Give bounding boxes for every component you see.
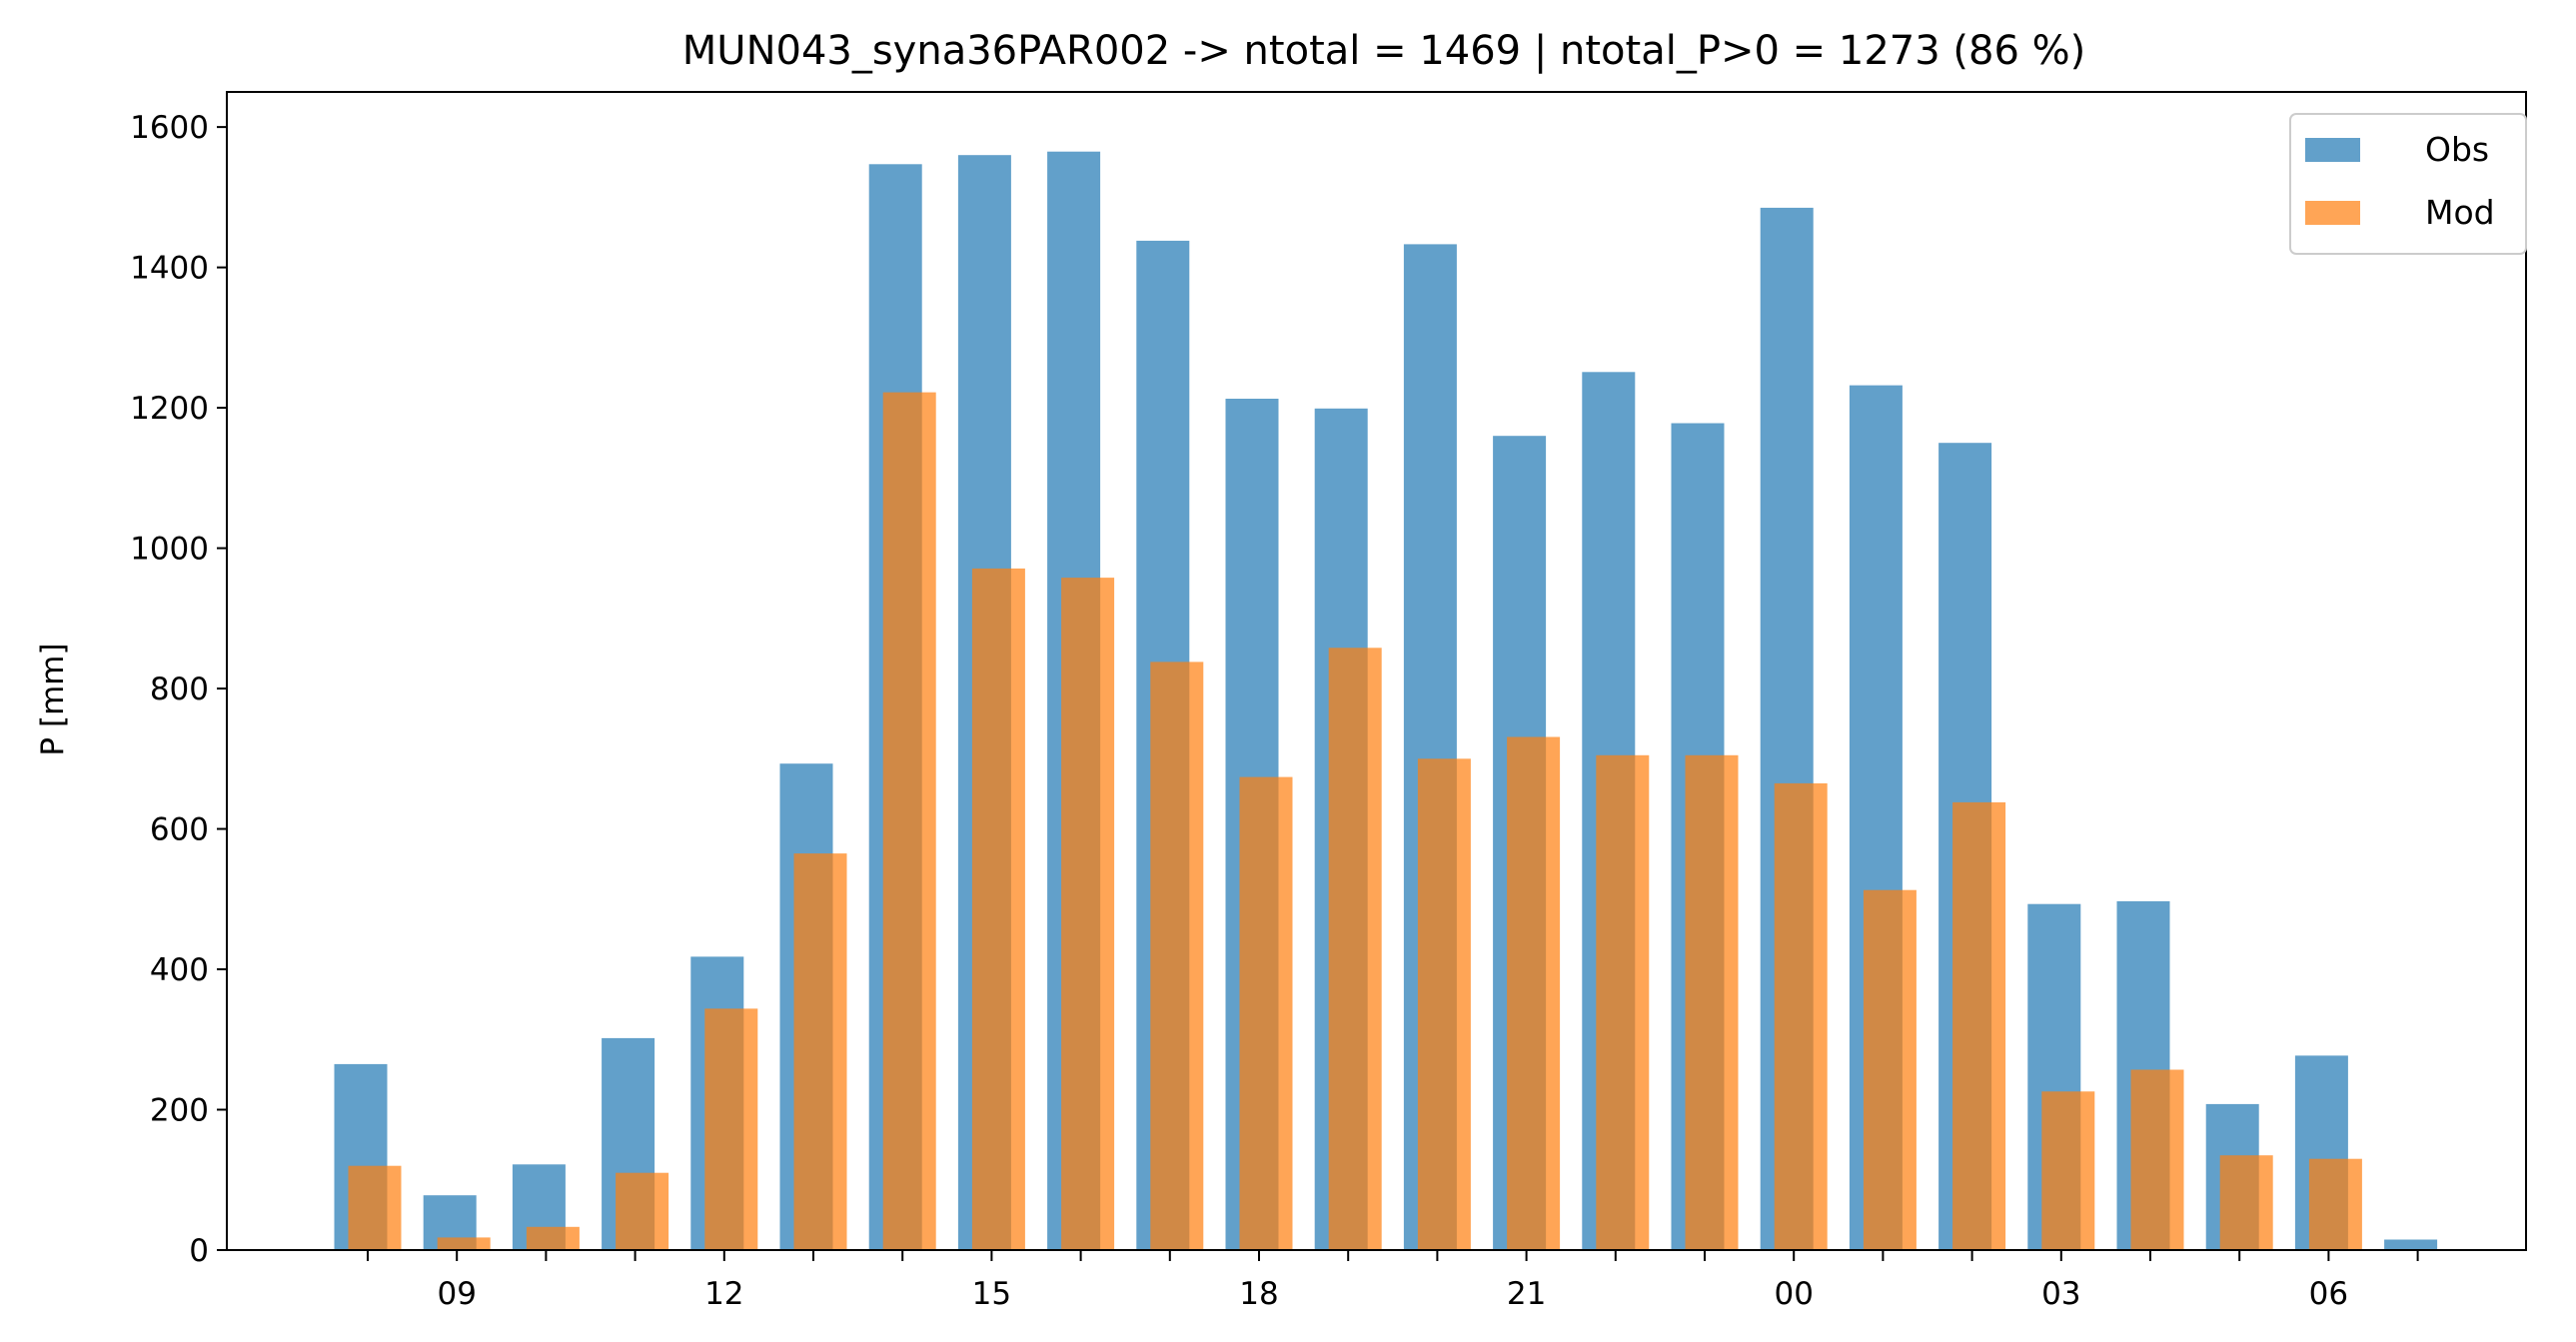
x-tick-label: 15 [972, 1276, 1011, 1312]
legend: Obs Mod [2289, 113, 2527, 255]
bar-mod-0 [1774, 782, 1828, 1250]
legend-box [2289, 113, 2527, 255]
bar-mod-4 [2130, 1069, 2184, 1250]
y-tick-label: 1200 [130, 391, 209, 427]
bar-mod-23 [1685, 754, 1739, 1250]
x-tick-label: 12 [704, 1276, 743, 1312]
bar-mod-11 [616, 1172, 669, 1250]
y-tick-label: 200 [150, 1093, 209, 1129]
legend-swatch-mod [2305, 201, 2360, 225]
x-tick-label: 18 [1239, 1276, 1278, 1312]
chart-title: MUN043_syna36PAR002 -> ntotal = 1469 | n… [682, 28, 2085, 74]
x-tick-label: 09 [437, 1276, 476, 1312]
bars-layer [334, 151, 2438, 1251]
plot-frame [226, 91, 2527, 1251]
bar-mod-17 [1150, 662, 1204, 1250]
y-tick-label: 600 [150, 812, 209, 848]
x-tick-label: 06 [2309, 1276, 2348, 1312]
legend-label-obs: Obs [2425, 130, 2489, 169]
bar-mod-8 [348, 1165, 402, 1250]
bar-mod-14 [882, 392, 936, 1251]
x-tick-label: 03 [2041, 1276, 2080, 1312]
bar-mod-21 [1507, 736, 1561, 1250]
y-tick-label: 1000 [130, 532, 209, 568]
bar-obs-7 [2384, 1239, 2438, 1250]
bar-mod-9 [437, 1237, 491, 1250]
bar-mod-19 [1328, 648, 1382, 1250]
bar-mod-3 [2041, 1091, 2095, 1250]
legend-swatch-obs [2305, 138, 2360, 162]
bar-mod-16 [1061, 578, 1115, 1250]
bar-mod-18 [1239, 776, 1293, 1250]
bar-mod-5 [2219, 1155, 2273, 1250]
axes-layer: 0 200 400 600 800 1000 1200 1400 1600 09 12 15 18 21 0… [130, 91, 2527, 1312]
y-tick-label: 800 [150, 671, 209, 707]
y-tick-label: 0 [189, 1233, 209, 1269]
bar-mod-10 [526, 1226, 580, 1250]
bar-mod-2 [1952, 801, 2006, 1250]
x-tick-label: 21 [1507, 1276, 1546, 1312]
bar-mod-22 [1596, 754, 1650, 1250]
bar-mod-13 [793, 853, 847, 1250]
bar-mod-6 [2308, 1158, 2362, 1250]
y-tick-label: 400 [150, 952, 209, 988]
bar-mod-15 [971, 568, 1025, 1250]
legend-label-mod: Mod [2425, 193, 2495, 232]
bar-mod-12 [704, 1008, 758, 1250]
bar-mod-20 [1417, 758, 1471, 1250]
y-tick-label: 1400 [130, 251, 209, 287]
y-axis-label: P [mm] [35, 643, 71, 755]
x-tick-label: 00 [1774, 1276, 1813, 1312]
y-tick-label: 1600 [130, 110, 209, 146]
bar-mod-1 [1863, 889, 1917, 1250]
